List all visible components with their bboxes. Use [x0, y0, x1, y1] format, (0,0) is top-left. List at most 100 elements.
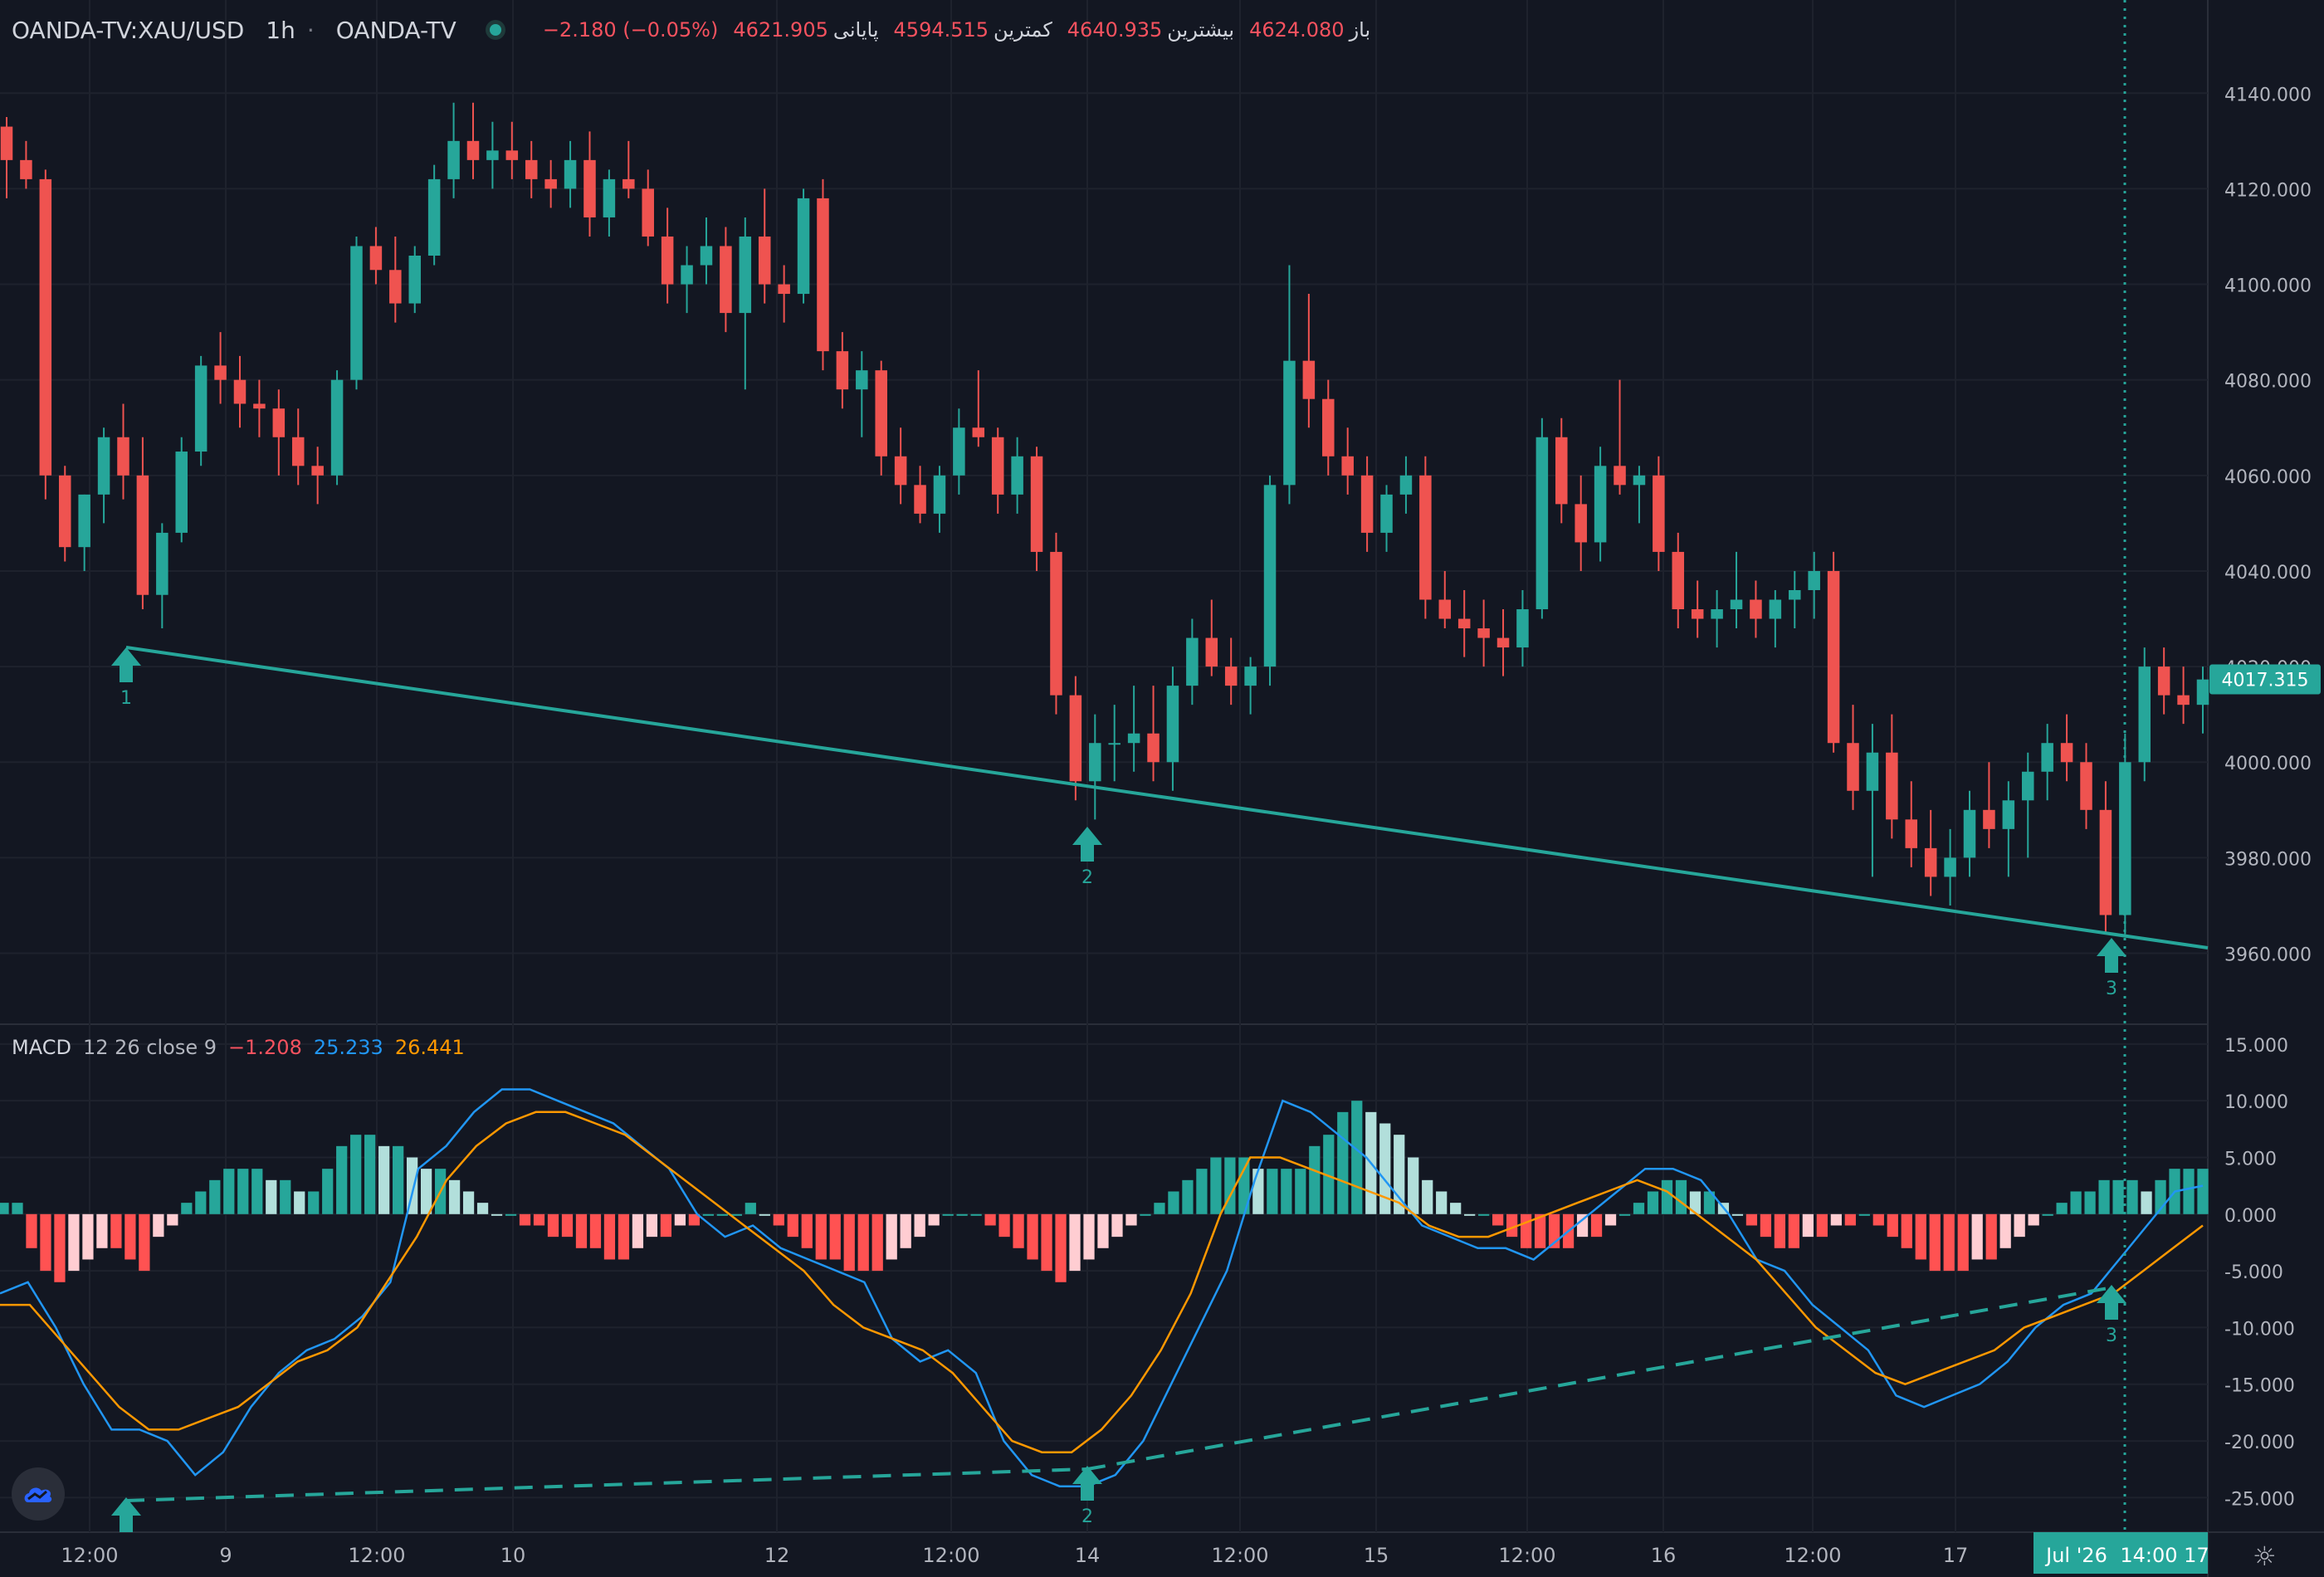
market-status-icon — [489, 24, 501, 36]
histogram-bar — [1703, 1191, 1716, 1214]
candle-body — [1944, 857, 1956, 877]
macd-legend[interactable]: MACD 12 26 close 9 −1.208 25.233 26.441 — [12, 1036, 465, 1059]
candle-body — [583, 159, 596, 217]
histogram-bar — [575, 1213, 588, 1248]
settings-gear-icon[interactable]: ☼ — [2253, 1540, 2277, 1572]
marker-1: 1 — [111, 647, 141, 709]
macd-trendline — [125, 1467, 1088, 1502]
candle-body — [1108, 743, 1120, 745]
macd-line-value: 25.233 — [313, 1036, 383, 1059]
marker-2: 2 — [1072, 827, 1102, 888]
candle-body — [1711, 609, 1723, 619]
histogram-bar — [1182, 1179, 1194, 1214]
histogram-bar — [1055, 1213, 1067, 1282]
candle-body — [214, 365, 227, 380]
current-price-badge — [2209, 664, 2321, 695]
candle-body — [642, 188, 654, 237]
histogram-bar — [1999, 1213, 2011, 1248]
candle-body — [1827, 570, 1840, 744]
candle-body — [778, 284, 790, 295]
crosshair-time: 14:00 17 — [2120, 1544, 2209, 1567]
histogram-bar — [702, 1213, 714, 1216]
candle-body — [1127, 733, 1140, 744]
price-tick-label: 4140.000 — [2224, 85, 2312, 105]
histogram-bar — [1267, 1169, 1278, 1214]
histogram-bar — [505, 1213, 517, 1216]
candle-body — [1205, 637, 1218, 667]
candle-body — [1730, 599, 1743, 610]
histogram-bar — [1097, 1213, 1109, 1248]
candle-body — [681, 265, 693, 285]
histogram-bar — [2183, 1169, 2195, 1214]
candle-body — [1399, 475, 1413, 495]
candle-body — [1614, 466, 1626, 486]
histogram-bar — [2084, 1191, 2096, 1214]
candle-body — [972, 427, 985, 437]
macd-tick-label: -5.000 — [2224, 1262, 2283, 1283]
histogram-bar — [745, 1203, 756, 1214]
tradingview-logo-icon[interactable] — [12, 1467, 65, 1521]
histogram-bar — [1506, 1213, 1518, 1238]
histogram-bar — [1745, 1213, 1758, 1226]
candle-body — [1789, 589, 1801, 600]
symbol-name[interactable]: OANDA-TV:XAU/USD — [12, 16, 245, 44]
timeframe[interactable]: 1h — [266, 16, 295, 44]
histogram-bar — [1858, 1213, 1870, 1216]
histogram-bar — [1957, 1213, 1969, 1272]
candle-body — [2138, 666, 2151, 763]
histogram-bar — [1238, 1157, 1250, 1214]
histogram-bar — [589, 1213, 602, 1248]
histogram-bar — [1295, 1169, 1306, 1214]
candle-body — [1963, 809, 1976, 858]
candle-body — [1750, 599, 1762, 619]
candle-body — [836, 351, 849, 390]
marker-macd-1 — [111, 1497, 141, 1532]
macd-tick-label: -10.000 — [2224, 1319, 2295, 1340]
candle-body — [2177, 695, 2190, 706]
candle-body — [1457, 618, 1471, 629]
histogram-bar — [393, 1145, 404, 1214]
histogram-bar — [900, 1213, 911, 1248]
histogram-bar — [1154, 1203, 1165, 1214]
macd-tick-label: 10.000 — [2224, 1092, 2288, 1113]
price-candles — [0, 102, 2209, 935]
price-trendline — [125, 646, 2209, 950]
candle-body — [408, 256, 421, 304]
histogram-bar — [280, 1179, 291, 1214]
time-tick-label: 9 — [219, 1544, 232, 1567]
candle-body — [1438, 599, 1452, 619]
histogram-bar — [181, 1203, 193, 1214]
candle-body — [1536, 437, 1549, 610]
high-value: 4640.935 — [1067, 18, 1163, 42]
candle-body — [2080, 762, 2092, 810]
candle-body — [2196, 679, 2209, 706]
histogram-bar — [1802, 1213, 1814, 1238]
histogram-bar — [660, 1213, 672, 1238]
candle-body — [1011, 456, 1023, 495]
marker-3: 3 — [2097, 938, 2126, 999]
histogram-bar — [1351, 1101, 1363, 1214]
candle-body — [194, 365, 208, 452]
up-arrow-icon — [2097, 938, 2126, 973]
histogram-bar — [420, 1169, 432, 1214]
histogram-bar — [40, 1213, 51, 1272]
histogram-bar — [1915, 1213, 1926, 1260]
histogram-bar — [2126, 1179, 2138, 1214]
histogram-bar — [815, 1213, 827, 1260]
time-tick-label: 10 — [500, 1544, 526, 1567]
candle-body — [1847, 743, 1859, 791]
histogram-bar — [223, 1169, 235, 1214]
candle-body — [2021, 771, 2034, 801]
histogram-bar — [561, 1213, 574, 1238]
histogram-bar — [759, 1213, 770, 1216]
candle-body — [700, 246, 713, 266]
histogram-bar — [716, 1213, 728, 1216]
candle-body — [1341, 456, 1354, 476]
data-source: OANDA-TV — [335, 16, 456, 44]
histogram-bar — [448, 1179, 461, 1214]
change-value: −2.180 (−0.05%) — [542, 18, 719, 42]
histogram-bar — [308, 1191, 320, 1214]
histogram-bar — [1379, 1123, 1391, 1214]
symbol-header: OANDA-TV:XAU/USD 1h · OANDA-TV باز 4624.… — [12, 13, 1370, 46]
